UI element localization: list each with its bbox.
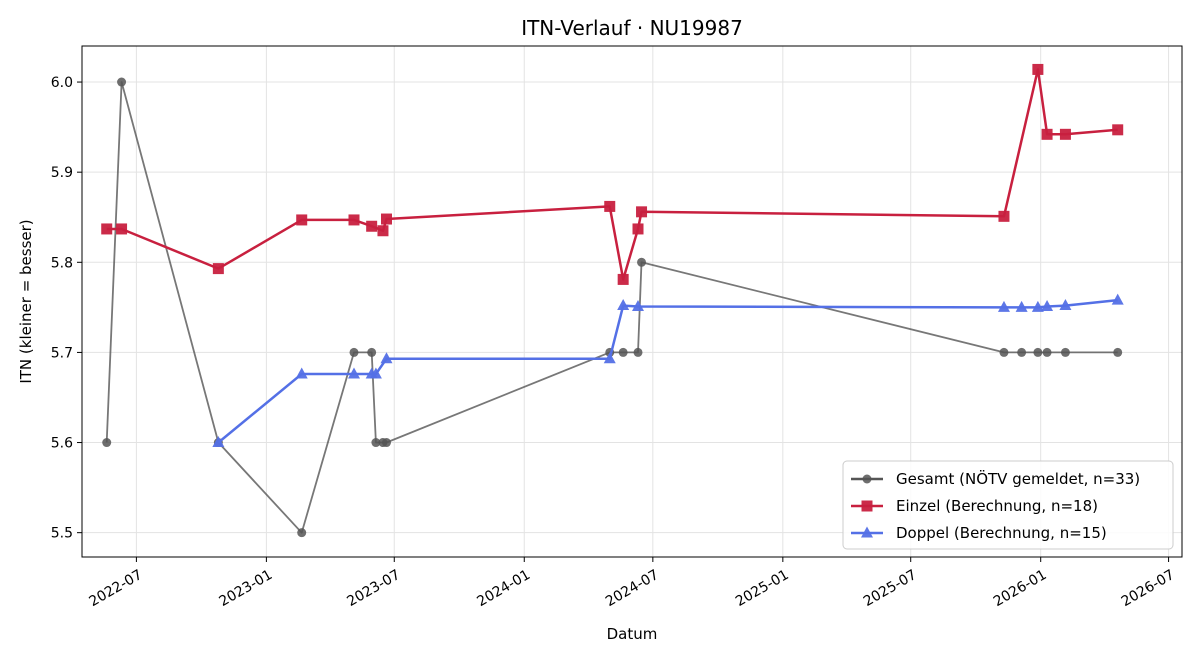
data-point [1032,63,1044,75]
data-point [632,299,645,311]
legend-label: Gesamt (NÖTV gemeldet, n=33) [896,469,1140,488]
data-point [999,347,1009,357]
data-point [380,213,392,225]
data-point [604,200,616,212]
series-square [101,63,1124,285]
data-point [1042,347,1052,357]
data-point [371,438,381,448]
data-point [295,367,308,379]
data-point [617,299,630,311]
chart-title: ITN-Verlauf · NU19987 [521,16,743,40]
data-point [116,223,128,235]
data-point [1111,293,1124,305]
data-point [381,438,391,448]
data-point [637,257,647,267]
data-point [998,210,1010,222]
y-tick-label: 5.5 [51,526,73,542]
data-point [369,367,382,379]
data-point [296,214,308,226]
y-tick-label: 5.7 [51,345,73,361]
x-axis-title: Datum [607,625,658,643]
y-axis-title: ITN (kleiner = besser) [17,219,35,383]
data-point [1033,347,1043,357]
plot-frame [81,45,1183,558]
data-point [1112,124,1124,136]
legend-label: Doppel (Berechnung, n=15) [896,524,1107,542]
data-point [1113,347,1123,357]
y-tick-label: 6.0 [51,75,73,91]
data-point [617,273,629,285]
data-point [632,223,644,235]
series-layer [101,63,1124,538]
data-point [633,347,643,357]
data-point [297,528,307,538]
legend-label: Einzel (Berechnung, n=18) [896,497,1098,515]
data-point [367,347,377,357]
data-point [618,347,628,357]
data-point [101,223,113,235]
data-point [348,214,360,226]
data-point [212,263,224,275]
y-tick-label: 5.8 [51,255,73,271]
data-point [377,225,389,237]
data-point [349,347,359,357]
legend-marker [862,474,872,484]
data-point [1041,128,1053,140]
legend-marker [861,526,873,538]
data-point [997,300,1010,312]
data-point [636,206,648,218]
legend-marker [861,500,873,512]
data-point [1059,128,1071,140]
data-point [1060,347,1070,357]
y-tick-label: 5.9 [51,165,73,181]
data-point [1015,300,1028,312]
data-point [102,438,112,448]
data-point [380,352,393,364]
data-point [347,367,360,379]
data-point [1059,299,1072,311]
legend-item: Einzel (Berechnung, n=18) [851,497,1098,515]
data-point [1041,299,1054,311]
legend-item: Gesamt (NÖTV gemeldet, n=33) [851,469,1140,488]
data-point [1017,347,1027,357]
legend: Gesamt (NÖTV gemeldet, n=33) Einzel (Bere… [842,460,1174,550]
data-point [1031,300,1044,312]
data-point [212,436,225,448]
legend-item: Doppel (Berechnung, n=15) [851,524,1107,542]
data-point [117,77,127,87]
data-point [366,220,378,232]
data-point [603,352,616,364]
legend-box [842,460,1174,550]
y-tick-label: 5.6 [51,436,73,452]
series-triangle [212,293,1124,448]
